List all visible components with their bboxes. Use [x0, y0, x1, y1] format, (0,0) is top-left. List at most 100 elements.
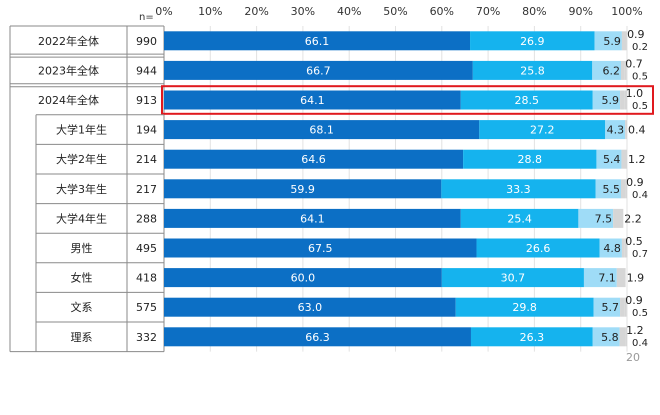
- bar-segment: [583, 268, 617, 288]
- data-label: 0.5: [632, 101, 648, 112]
- n-header-label: n=: [139, 12, 154, 23]
- data-label: 26.6: [526, 242, 551, 255]
- x-tick-label: 20%: [244, 5, 268, 18]
- row-label: 大学2年生: [56, 152, 107, 166]
- bar-segment: [592, 90, 621, 110]
- page-number: 20: [626, 351, 640, 364]
- data-label: 64.1: [300, 94, 325, 107]
- row-label: 理系: [71, 331, 93, 344]
- row-label: 大学4年生: [56, 211, 107, 225]
- row-label: 男性: [71, 241, 93, 255]
- data-label: 66.3: [305, 331, 330, 344]
- bar-segment: [620, 179, 626, 199]
- bar-segment: [164, 268, 442, 288]
- x-tick-label: 40%: [337, 5, 361, 18]
- x-tick-label: 80%: [522, 5, 546, 18]
- bar-segment: [164, 31, 471, 51]
- data-label: 27.2: [530, 124, 555, 137]
- data-label: 68.1: [309, 124, 334, 137]
- data-label: 64.1: [300, 212, 325, 225]
- row-n-value: 194: [136, 124, 157, 137]
- data-label: 1.0: [626, 87, 644, 100]
- bar-segment: [441, 268, 584, 288]
- bar-segment: [164, 60, 473, 80]
- bar-segment: [164, 179, 442, 199]
- bar-segment: [164, 149, 464, 169]
- data-label: 0.9: [626, 176, 644, 189]
- bar-segment: [620, 90, 625, 110]
- data-label: 0.9: [627, 28, 645, 41]
- bar-segment: [596, 149, 622, 169]
- data-label: 0.5: [625, 235, 643, 248]
- data-label: 66.1: [305, 35, 330, 48]
- bar-segment: [460, 90, 593, 110]
- highlight-box: [161, 85, 654, 115]
- data-label: 1.9: [627, 272, 645, 285]
- bar-segment: [621, 149, 627, 169]
- data-label: 5.7: [602, 301, 620, 314]
- x-tick-label: 60%: [430, 5, 454, 18]
- bar-segment: [164, 238, 477, 258]
- data-label: 0.5: [632, 71, 648, 82]
- row-label: 2024年全体: [38, 93, 99, 107]
- row-label: 2023年全体: [38, 63, 99, 77]
- bar-segment: [441, 179, 596, 199]
- bar-segment: [621, 238, 625, 258]
- bar-segment: [164, 327, 471, 347]
- row-n-value: 495: [136, 242, 157, 255]
- data-label: 4.3: [607, 124, 625, 137]
- bar-segment: [164, 208, 461, 228]
- bar-segment: [620, 60, 625, 80]
- row-n-value: 575: [136, 301, 157, 314]
- bar-segment: [164, 120, 480, 140]
- bar-segment: [613, 208, 624, 228]
- row-n-value: 214: [136, 153, 157, 166]
- data-label: 25.4: [507, 212, 532, 225]
- data-label: 60.0: [291, 272, 316, 285]
- bar-segment: [626, 31, 627, 51]
- x-tick-label: 70%: [476, 5, 500, 18]
- data-label: 64.6: [301, 153, 326, 166]
- data-label: 6.2: [602, 64, 620, 77]
- data-label: 5.9: [603, 35, 621, 48]
- data-label: 7.1: [598, 272, 616, 285]
- bar-segment: [164, 90, 461, 110]
- bar-segment: [624, 297, 627, 317]
- data-label: 5.5: [602, 183, 620, 196]
- row-label: 大学3年生: [56, 182, 107, 196]
- data-label: 4.8: [603, 242, 621, 255]
- data-label: 2.2: [624, 212, 642, 225]
- data-label: 30.7: [501, 272, 526, 285]
- bar-segment: [470, 327, 593, 347]
- bar-segment: [472, 60, 593, 80]
- x-tick-label: 10%: [198, 5, 222, 18]
- row-label: 文系: [71, 300, 93, 314]
- data-label: 5.8: [601, 331, 619, 344]
- bar-segment: [592, 60, 621, 80]
- data-label: 33.3: [506, 183, 531, 196]
- x-tick-label: 100%: [611, 5, 642, 18]
- data-label: 26.9: [520, 35, 545, 48]
- row-n-value: 217: [136, 183, 157, 196]
- data-label: 0.7: [632, 249, 648, 260]
- bar-segment: [624, 90, 627, 110]
- bar-segment: [470, 31, 595, 51]
- bar-segment: [599, 238, 622, 258]
- data-label: 29.8: [512, 301, 537, 314]
- data-label: 0.4: [632, 190, 648, 201]
- data-label: 1.2: [628, 153, 646, 166]
- bar-segment: [593, 297, 621, 317]
- bar-segment: [625, 327, 627, 347]
- data-label: 1.2: [626, 324, 644, 337]
- data-label: 0.7: [625, 57, 643, 70]
- bar-segment: [455, 297, 594, 317]
- data-label: 63.0: [298, 301, 323, 314]
- data-label: 66.7: [306, 64, 331, 77]
- data-label: 7.5: [595, 212, 613, 225]
- row-n-value: 990: [136, 35, 157, 48]
- bar-segment: [625, 120, 627, 140]
- bar-segment: [463, 149, 597, 169]
- row-label: 大学1年生: [56, 123, 107, 137]
